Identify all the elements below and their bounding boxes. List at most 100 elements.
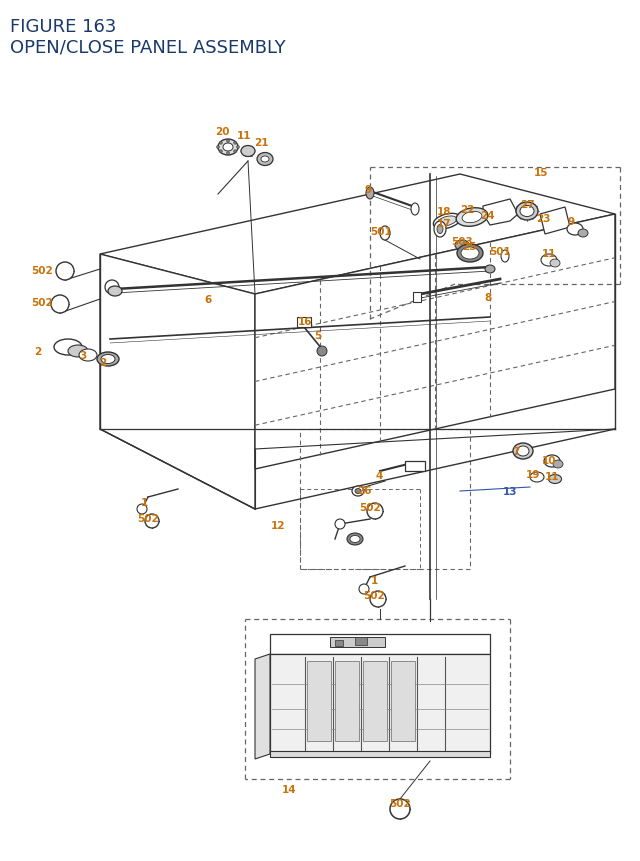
Text: 502: 502	[359, 503, 381, 512]
Circle shape	[220, 142, 223, 146]
Text: 3: 3	[79, 350, 86, 361]
Text: 12: 12	[271, 520, 285, 530]
Bar	[391, 661, 415, 741]
Ellipse shape	[553, 461, 563, 468]
Ellipse shape	[517, 447, 529, 456]
Polygon shape	[270, 635, 490, 654]
Circle shape	[220, 151, 223, 153]
Text: 502: 502	[137, 513, 159, 523]
Text: 11: 11	[237, 131, 252, 141]
Text: 502: 502	[31, 266, 53, 276]
Ellipse shape	[516, 202, 538, 220]
Circle shape	[145, 514, 159, 529]
Text: 20: 20	[215, 127, 229, 137]
Ellipse shape	[68, 345, 88, 357]
Circle shape	[237, 146, 239, 149]
Ellipse shape	[455, 241, 469, 251]
Bar	[363, 661, 387, 741]
Bar	[335, 661, 359, 741]
Bar	[270, 751, 490, 757]
Circle shape	[317, 347, 327, 356]
Ellipse shape	[366, 188, 374, 200]
Ellipse shape	[257, 153, 273, 166]
Text: 19: 19	[526, 469, 540, 480]
Circle shape	[56, 263, 74, 281]
Text: 2: 2	[35, 347, 42, 356]
Polygon shape	[483, 200, 518, 226]
Ellipse shape	[347, 533, 363, 545]
Ellipse shape	[501, 251, 509, 263]
Text: 501: 501	[489, 247, 511, 257]
Circle shape	[227, 152, 230, 155]
Text: 1: 1	[140, 498, 148, 507]
Ellipse shape	[548, 475, 561, 484]
Circle shape	[390, 799, 410, 819]
Ellipse shape	[355, 489, 361, 494]
Bar	[330, 637, 385, 647]
Ellipse shape	[578, 230, 588, 238]
Ellipse shape	[223, 144, 233, 152]
Text: OPEN/CLOSE PANEL ASSEMBLY: OPEN/CLOSE PANEL ASSEMBLY	[10, 38, 285, 56]
Ellipse shape	[108, 287, 122, 297]
Text: 26: 26	[356, 486, 371, 495]
Polygon shape	[100, 255, 255, 510]
Text: 10: 10	[541, 455, 556, 466]
Ellipse shape	[241, 146, 255, 158]
Text: 2: 2	[99, 357, 107, 368]
Text: 4: 4	[375, 470, 383, 480]
Text: 6: 6	[204, 294, 212, 305]
Ellipse shape	[550, 260, 560, 268]
Text: 21: 21	[253, 138, 268, 148]
Circle shape	[367, 504, 383, 519]
Bar	[307, 661, 331, 741]
Ellipse shape	[79, 350, 97, 362]
Bar	[405, 461, 425, 472]
Ellipse shape	[437, 217, 457, 226]
Text: 501: 501	[370, 226, 392, 237]
Text: 502: 502	[389, 798, 411, 808]
Ellipse shape	[457, 245, 483, 263]
Text: 14: 14	[282, 784, 296, 794]
Ellipse shape	[437, 226, 443, 234]
Polygon shape	[255, 654, 270, 759]
Circle shape	[216, 146, 220, 149]
Text: 1: 1	[371, 575, 378, 585]
Text: 8: 8	[484, 293, 492, 303]
Circle shape	[234, 151, 237, 153]
Bar	[297, 318, 311, 328]
Ellipse shape	[530, 473, 544, 482]
Ellipse shape	[513, 443, 533, 460]
Ellipse shape	[380, 226, 390, 241]
Ellipse shape	[218, 139, 238, 156]
Ellipse shape	[411, 204, 419, 216]
Text: 23: 23	[536, 214, 550, 224]
Polygon shape	[540, 208, 570, 235]
Ellipse shape	[54, 339, 82, 356]
Text: 503: 503	[451, 237, 473, 247]
Ellipse shape	[462, 212, 482, 223]
Circle shape	[137, 505, 147, 514]
Text: 11: 11	[541, 249, 556, 258]
Polygon shape	[270, 654, 490, 754]
Ellipse shape	[567, 224, 583, 236]
Text: 16: 16	[298, 317, 312, 326]
Circle shape	[227, 140, 230, 143]
Ellipse shape	[433, 214, 461, 229]
Circle shape	[335, 519, 345, 530]
Text: 17: 17	[436, 219, 451, 229]
Text: 7: 7	[512, 447, 520, 456]
Ellipse shape	[485, 266, 495, 274]
Circle shape	[370, 592, 386, 607]
Ellipse shape	[461, 248, 479, 260]
Ellipse shape	[261, 157, 269, 163]
Ellipse shape	[352, 486, 364, 497]
Text: 11: 11	[545, 472, 559, 481]
Text: 13: 13	[503, 486, 517, 497]
Text: 9: 9	[364, 185, 372, 195]
Text: 27: 27	[520, 200, 534, 210]
Circle shape	[51, 295, 69, 313]
Bar	[355, 637, 367, 645]
Text: 25: 25	[461, 242, 476, 251]
Ellipse shape	[434, 222, 446, 238]
Ellipse shape	[101, 355, 115, 364]
